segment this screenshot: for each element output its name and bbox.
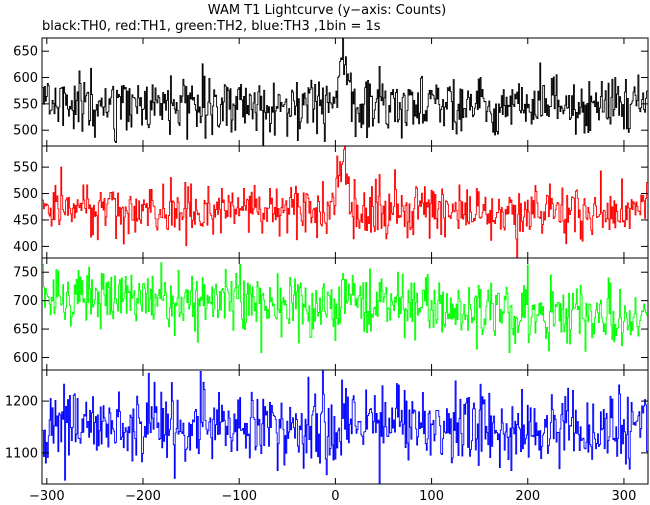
y-tick-label: 700 (13, 294, 38, 309)
x-tick-label: −100 (221, 489, 257, 504)
series-line-th0 (42, 38, 648, 146)
y-tick-label: 500 (13, 124, 38, 139)
y-tick-label: 750 (13, 266, 38, 281)
y-tick-label: 600 (13, 351, 38, 366)
panel-th1: 400 450 500 550 (13, 145, 649, 259)
chart-subtitle: black:TH0, red:TH1, green:TH2, blue:TH3 … (42, 19, 381, 34)
panel-th3: 1100 1200 (5, 369, 649, 485)
x-tick-label: 100 (419, 489, 444, 504)
panel-th0: 500 550 600 650 (13, 37, 649, 147)
panels-group: 500 550 600 650 400 450 500 550 600 650 700 750 1100… (5, 37, 649, 504)
y-tick-label: 400 (13, 240, 38, 255)
y-tick-label: 600 (13, 71, 38, 86)
y-tick-label: 650 (13, 323, 38, 338)
x-tick-label: −300 (29, 489, 65, 504)
x-tick-label: 0 (331, 489, 339, 504)
y-tick-label: 650 (13, 45, 38, 60)
x-tick-label: 300 (612, 489, 637, 504)
y-tick-label: 550 (13, 97, 38, 112)
panel-th2: 600 650 700 750 (13, 257, 649, 371)
y-tick-label: 500 (13, 187, 38, 202)
y-tick-label: 1200 (5, 395, 38, 410)
series-line-th1 (42, 146, 648, 258)
chart-title: WAM T1 Lightcurve (y−axis: Counts) (208, 3, 446, 18)
y-tick-label: 450 (13, 213, 38, 228)
x-tick-label: 200 (515, 489, 540, 504)
panel-frame (41, 369, 649, 485)
series-line-th3 (42, 370, 648, 484)
y-tick-label: 1100 (5, 446, 38, 461)
series-line-th2 (42, 262, 648, 354)
y-tick-label: 550 (13, 161, 38, 176)
x-tick-label: −200 (125, 489, 161, 504)
